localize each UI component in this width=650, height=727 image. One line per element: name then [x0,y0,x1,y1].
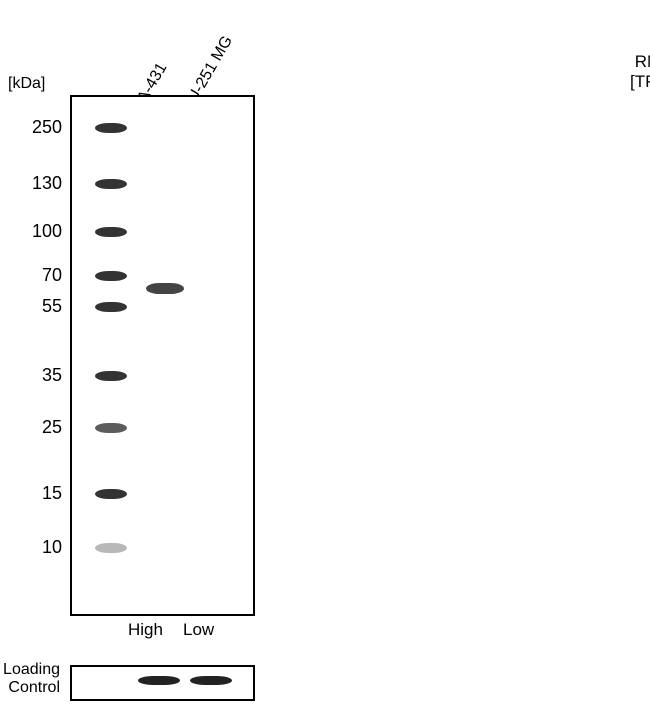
mw-label: 100 [12,221,62,242]
kda-axis-label: [kDa] [8,75,45,93]
ladder-band [95,489,127,499]
ladder-band [95,543,127,553]
loading-control-label: LoadingControl [0,661,60,697]
ladder-band [95,371,127,381]
mw-label: 25 [12,417,62,438]
mw-label: 15 [12,483,62,504]
rna-y-tick: 240 [630,325,650,346]
ladder-band [95,227,127,237]
rna-y-tick: 320 [630,229,650,250]
loading-control-band [138,676,180,685]
rna-tpm-panel: RNA[TPM] A-431U-251 MG 40032024016080 10… [300,0,650,727]
lc-line2: Control [8,679,60,696]
mw-label: 130 [12,173,62,194]
sample-band-a431 [146,283,184,294]
mw-label: 35 [12,365,62,386]
western-blot-panel: [kDa] A-431U-251 MG 25013010070553525151… [0,0,300,727]
rna-label-line1: RNA [635,52,650,71]
mw-label: 250 [12,117,62,138]
ladder-band [95,123,127,133]
mw-label: 70 [12,265,62,286]
rna-y-tick: 160 [630,421,650,442]
blot-box [70,95,255,616]
ladder-band [95,423,127,433]
high-low-label: High [128,620,163,640]
mw-label: 55 [12,296,62,317]
ladder-band [95,271,127,281]
ladder-band [95,302,127,312]
high-low-label: Low [183,620,214,640]
rna-y-tick: 400 [630,133,650,154]
figure-container: [kDa] A-431U-251 MG 25013010070553525151… [0,0,650,727]
rna-y-tick: 80 [630,517,650,538]
loading-control-band [190,676,232,685]
ladder-band [95,179,127,189]
mw-label: 10 [12,537,62,558]
rna-label-line2: [TPM] [630,72,650,91]
lc-line1: Loading [3,661,60,678]
rna-top-label: RNA[TPM] [630,52,650,92]
